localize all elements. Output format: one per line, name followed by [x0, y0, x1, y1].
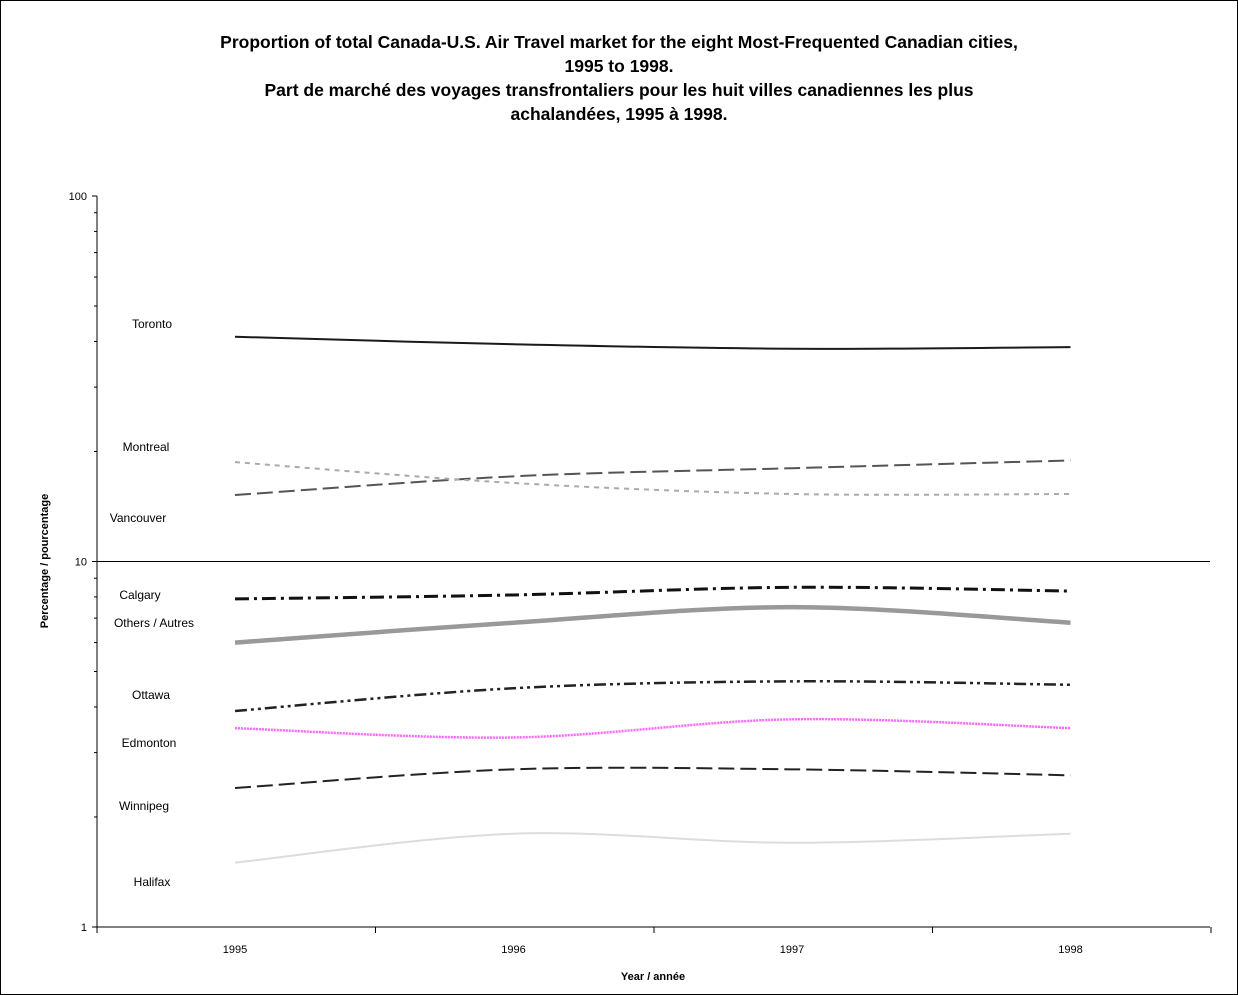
y-tick-label-1: 1: [81, 922, 87, 934]
axes: 1 10 100 1995 1996 1997 1998: [69, 191, 1212, 956]
series-label-toronto: Toronto: [132, 317, 172, 331]
chart-title: Proportion of total Canada-U.S. Air Trav…: [0, 30, 1238, 126]
series-label-calgary: Calgary: [119, 588, 160, 602]
y-tick-label-10: 10: [75, 557, 87, 569]
series-layer: [234, 335, 1071, 864]
series-line-edmonton: [234, 717, 1071, 739]
series-line-calgary: [234, 585, 1071, 601]
series-line-ottawa: [234, 680, 1071, 713]
series-line-others-autres: [234, 604, 1071, 645]
series-line-vancouver: [234, 461, 1071, 496]
series-labels: Toronto Montreal Vancouver Calgary Others / …: [110, 317, 194, 889]
title-line-2: 1995 to 1998.: [564, 56, 674, 76]
series-line-montreal: [234, 459, 1071, 497]
x-tick-label-1997: 1997: [780, 944, 804, 956]
series-line-toronto: [234, 335, 1071, 350]
series-label-winnipeg: Winnipeg: [119, 799, 169, 813]
x-axis-title: Year / année: [621, 971, 685, 983]
y-tick-label-100: 100: [69, 191, 87, 203]
y-axis-title: Percentage / pourcentage: [39, 494, 51, 629]
series-label-edmonton: Edmonton: [122, 736, 177, 750]
series-line-winnipeg: [234, 766, 1071, 790]
series-label-others-autres: Others / Autres: [114, 616, 194, 630]
series-label-vancouver: Vancouver: [110, 511, 166, 525]
series-label-halifax: Halifax: [134, 875, 171, 889]
series-label-ottawa: Ottawa: [132, 688, 170, 702]
series-line-halifax: [234, 832, 1071, 864]
x-tick-label-1998: 1998: [1058, 944, 1082, 956]
series-label-montreal: Montreal: [123, 440, 170, 454]
x-tick-label-1995: 1995: [223, 944, 247, 956]
x-tick-label-1996: 1996: [501, 944, 525, 956]
title-line-4: achalandées, 1995 à 1998.: [510, 104, 728, 124]
title-line-3: Part de marché des voyages transfrontali…: [264, 80, 974, 100]
title-line-1: Proportion of total Canada-U.S. Air Trav…: [220, 32, 1018, 52]
